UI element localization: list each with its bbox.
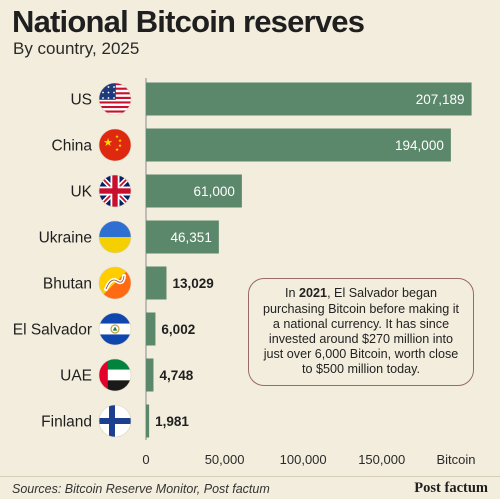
category-label: UK xyxy=(70,184,92,201)
svg-text:★: ★ xyxy=(118,138,123,143)
callout-text: In 2021, El Salvador began purchasing Bi… xyxy=(263,286,459,377)
value-label: 4,748 xyxy=(159,368,193,383)
callout-year: 2021 xyxy=(299,286,328,301)
brand-logo: Post factum xyxy=(414,480,488,496)
china-flag-icon: ★★★★★ xyxy=(99,129,131,161)
bar xyxy=(146,404,150,438)
el-salvador-callout: In 2021, El Salvador began purchasing Bi… xyxy=(248,278,474,386)
category-label: El Salvador xyxy=(13,322,92,339)
callout-pre: In xyxy=(285,286,300,301)
x-axis-label: Bitcoin xyxy=(436,452,475,467)
x-tick-label: 150,000 xyxy=(358,452,405,467)
value-label: 1,981 xyxy=(155,414,189,429)
finland-flag-icon xyxy=(99,405,131,437)
bar xyxy=(146,358,154,392)
x-tick-label: 50,000 xyxy=(205,452,245,467)
category-label: Bhutan xyxy=(43,276,92,293)
category-label: Finland xyxy=(41,414,92,431)
svg-text:★: ★ xyxy=(103,137,113,149)
value-label: 207,189 xyxy=(416,92,465,107)
svg-text:★: ★ xyxy=(118,143,123,148)
category-label: Ukraine xyxy=(39,230,92,247)
bhutan-flag-icon xyxy=(99,267,131,299)
bar xyxy=(146,266,167,300)
bar xyxy=(146,312,156,346)
svg-text:★: ★ xyxy=(115,147,120,152)
callout-body: , El Salvador began purchasing Bitcoin b… xyxy=(263,286,460,377)
bar xyxy=(146,174,242,208)
chart-subtitle: By country, 2025 xyxy=(13,39,140,58)
bar xyxy=(146,82,472,116)
value-label: 6,002 xyxy=(161,322,195,337)
category-label: UAE xyxy=(60,368,92,385)
sources-note: Sources: Bitcoin Reserve Monitor, Post f… xyxy=(12,482,270,496)
uae-flag-icon xyxy=(99,359,131,391)
value-label: 46,351 xyxy=(171,230,212,245)
value-label: 61,000 xyxy=(194,184,235,199)
value-label: 13,029 xyxy=(172,276,213,291)
el-salvador-flag-icon xyxy=(99,313,131,345)
svg-text:★: ★ xyxy=(115,134,120,139)
bar xyxy=(146,220,219,254)
ukraine-flag-icon xyxy=(99,221,131,253)
value-label: 194,000 xyxy=(395,138,444,153)
x-tick-label: 100,000 xyxy=(280,452,327,467)
chart-title: National Bitcoin reserves xyxy=(12,4,365,39)
uk-flag-icon xyxy=(99,175,131,207)
bar xyxy=(146,128,451,162)
x-tick-label: 0 xyxy=(142,452,149,467)
category-label: China xyxy=(52,138,93,155)
footer-divider xyxy=(0,476,500,477)
category-label: US xyxy=(70,92,92,109)
